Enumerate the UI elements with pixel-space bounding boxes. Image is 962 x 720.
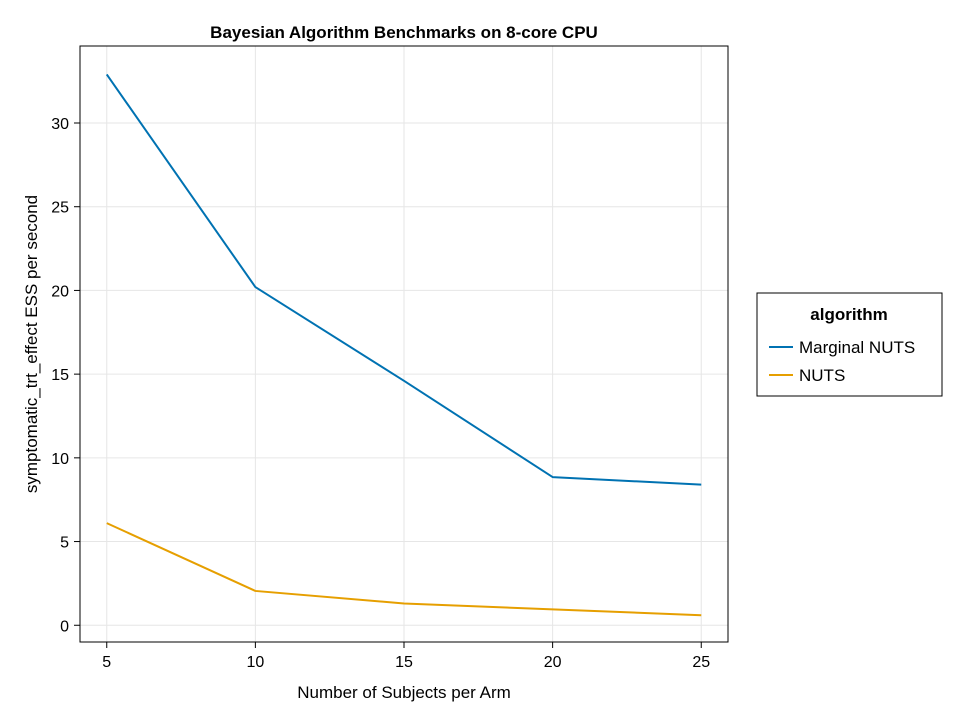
- grid: [80, 46, 728, 642]
- y-tick-label: 0: [60, 618, 69, 635]
- series-line-nuts: [106, 522, 702, 617]
- x-tick-label: 10: [246, 654, 264, 671]
- y-tick-label: 20: [51, 283, 69, 300]
- x-tick-label: 15: [395, 654, 413, 671]
- x-tick-label: 5: [102, 654, 111, 671]
- series-line-marginal-nuts: [105, 73, 702, 486]
- chart-title: Bayesian Algorithm Benchmarks on 8-core …: [210, 23, 598, 42]
- y-tick-label: 30: [51, 116, 69, 133]
- y-tick-label: 10: [51, 451, 69, 468]
- x-axis-label: Number of Subjects per Arm: [297, 683, 511, 702]
- legend-label-marginal-nuts: Marginal NUTS: [799, 338, 915, 357]
- series-layer: [105, 73, 702, 617]
- y-tick-label: 5: [60, 535, 69, 552]
- y-axis-ticks: 0 5 10 15 20 25 30: [51, 116, 80, 635]
- x-tick-label: 20: [544, 654, 562, 671]
- legend-title: algorithm: [810, 305, 887, 324]
- x-axis-ticks: 5 10 15 20 25: [102, 642, 710, 671]
- y-tick-label: 25: [51, 200, 69, 217]
- x-tick-label: 25: [692, 654, 710, 671]
- legend-frame: [756, 292, 943, 397]
- y-axis-label: symptomatic_trt_effect ESS per second: [22, 195, 41, 493]
- y-tick-label: 15: [51, 367, 69, 384]
- legend-label-nuts: NUTS: [799, 366, 845, 385]
- legend: algorithm Marginal NUTS NUTS: [756, 292, 943, 397]
